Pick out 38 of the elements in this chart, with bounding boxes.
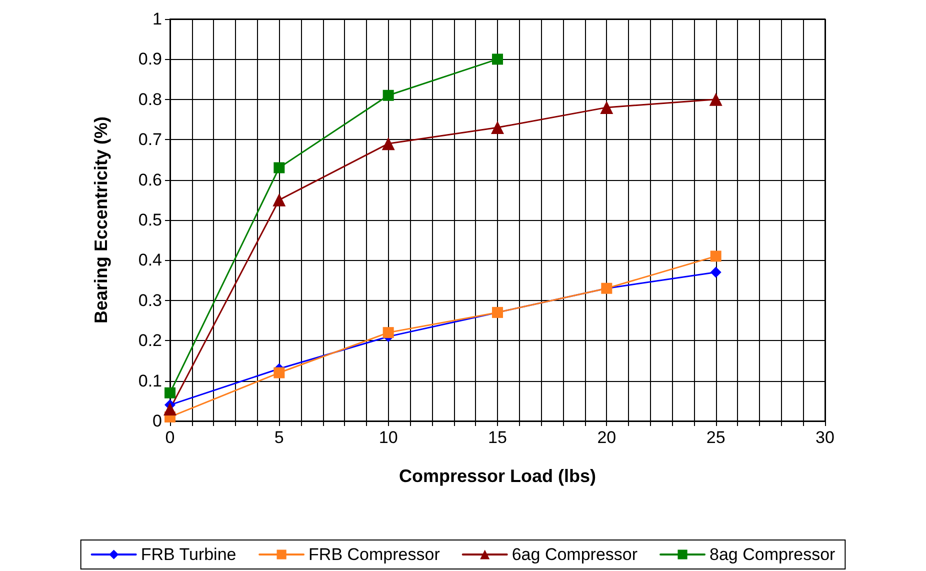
legend-label: FRB Turbine: [140, 545, 236, 564]
point: [710, 250, 722, 262]
legend-label: FRB Compressor: [308, 545, 440, 564]
point: [164, 402, 176, 416]
y-axis-title: Bearing Eccentricity (%): [91, 116, 111, 324]
point: [382, 137, 395, 150]
point: [164, 387, 176, 398]
point: [382, 327, 394, 338]
y-tick-label: 0.7: [138, 130, 162, 150]
y-tick-label: 0: [152, 412, 162, 430]
point: [274, 367, 285, 378]
legend-label: 8ag Compressor: [710, 545, 836, 564]
x-tick-label: 25: [706, 428, 726, 447]
x-tick-label: 15: [488, 428, 507, 447]
y-tick-label: 0.2: [138, 331, 162, 350]
point: [382, 90, 394, 101]
point: [600, 100, 614, 114]
x-axis-title: Compressor Load (lbs): [398, 466, 596, 486]
y-tick-label: 0.5: [138, 210, 162, 230]
x-tick-label: 5: [274, 428, 284, 447]
y-tick-label: 1: [152, 10, 162, 28]
point: [710, 266, 722, 278]
y-tick-label: 0.6: [138, 170, 162, 190]
point: [272, 193, 286, 206]
point: [274, 162, 285, 174]
point: [492, 54, 503, 65]
x-tick-label: 20: [597, 428, 616, 447]
point: [709, 92, 722, 106]
y-tick-label: 0.8: [138, 90, 162, 109]
y-tick-label: 0.9: [138, 50, 162, 69]
y-tick-label: 0.3: [138, 290, 162, 310]
point: [491, 121, 504, 134]
x-tick-label: 0: [165, 428, 175, 447]
x-tick-label: 30: [816, 428, 834, 447]
legend-label: 6ag Compressor: [512, 545, 638, 564]
y-tick-label: 0.4: [138, 250, 162, 270]
y-tick-label: 0.1: [138, 371, 162, 390]
x-tick-label: 10: [378, 428, 398, 447]
